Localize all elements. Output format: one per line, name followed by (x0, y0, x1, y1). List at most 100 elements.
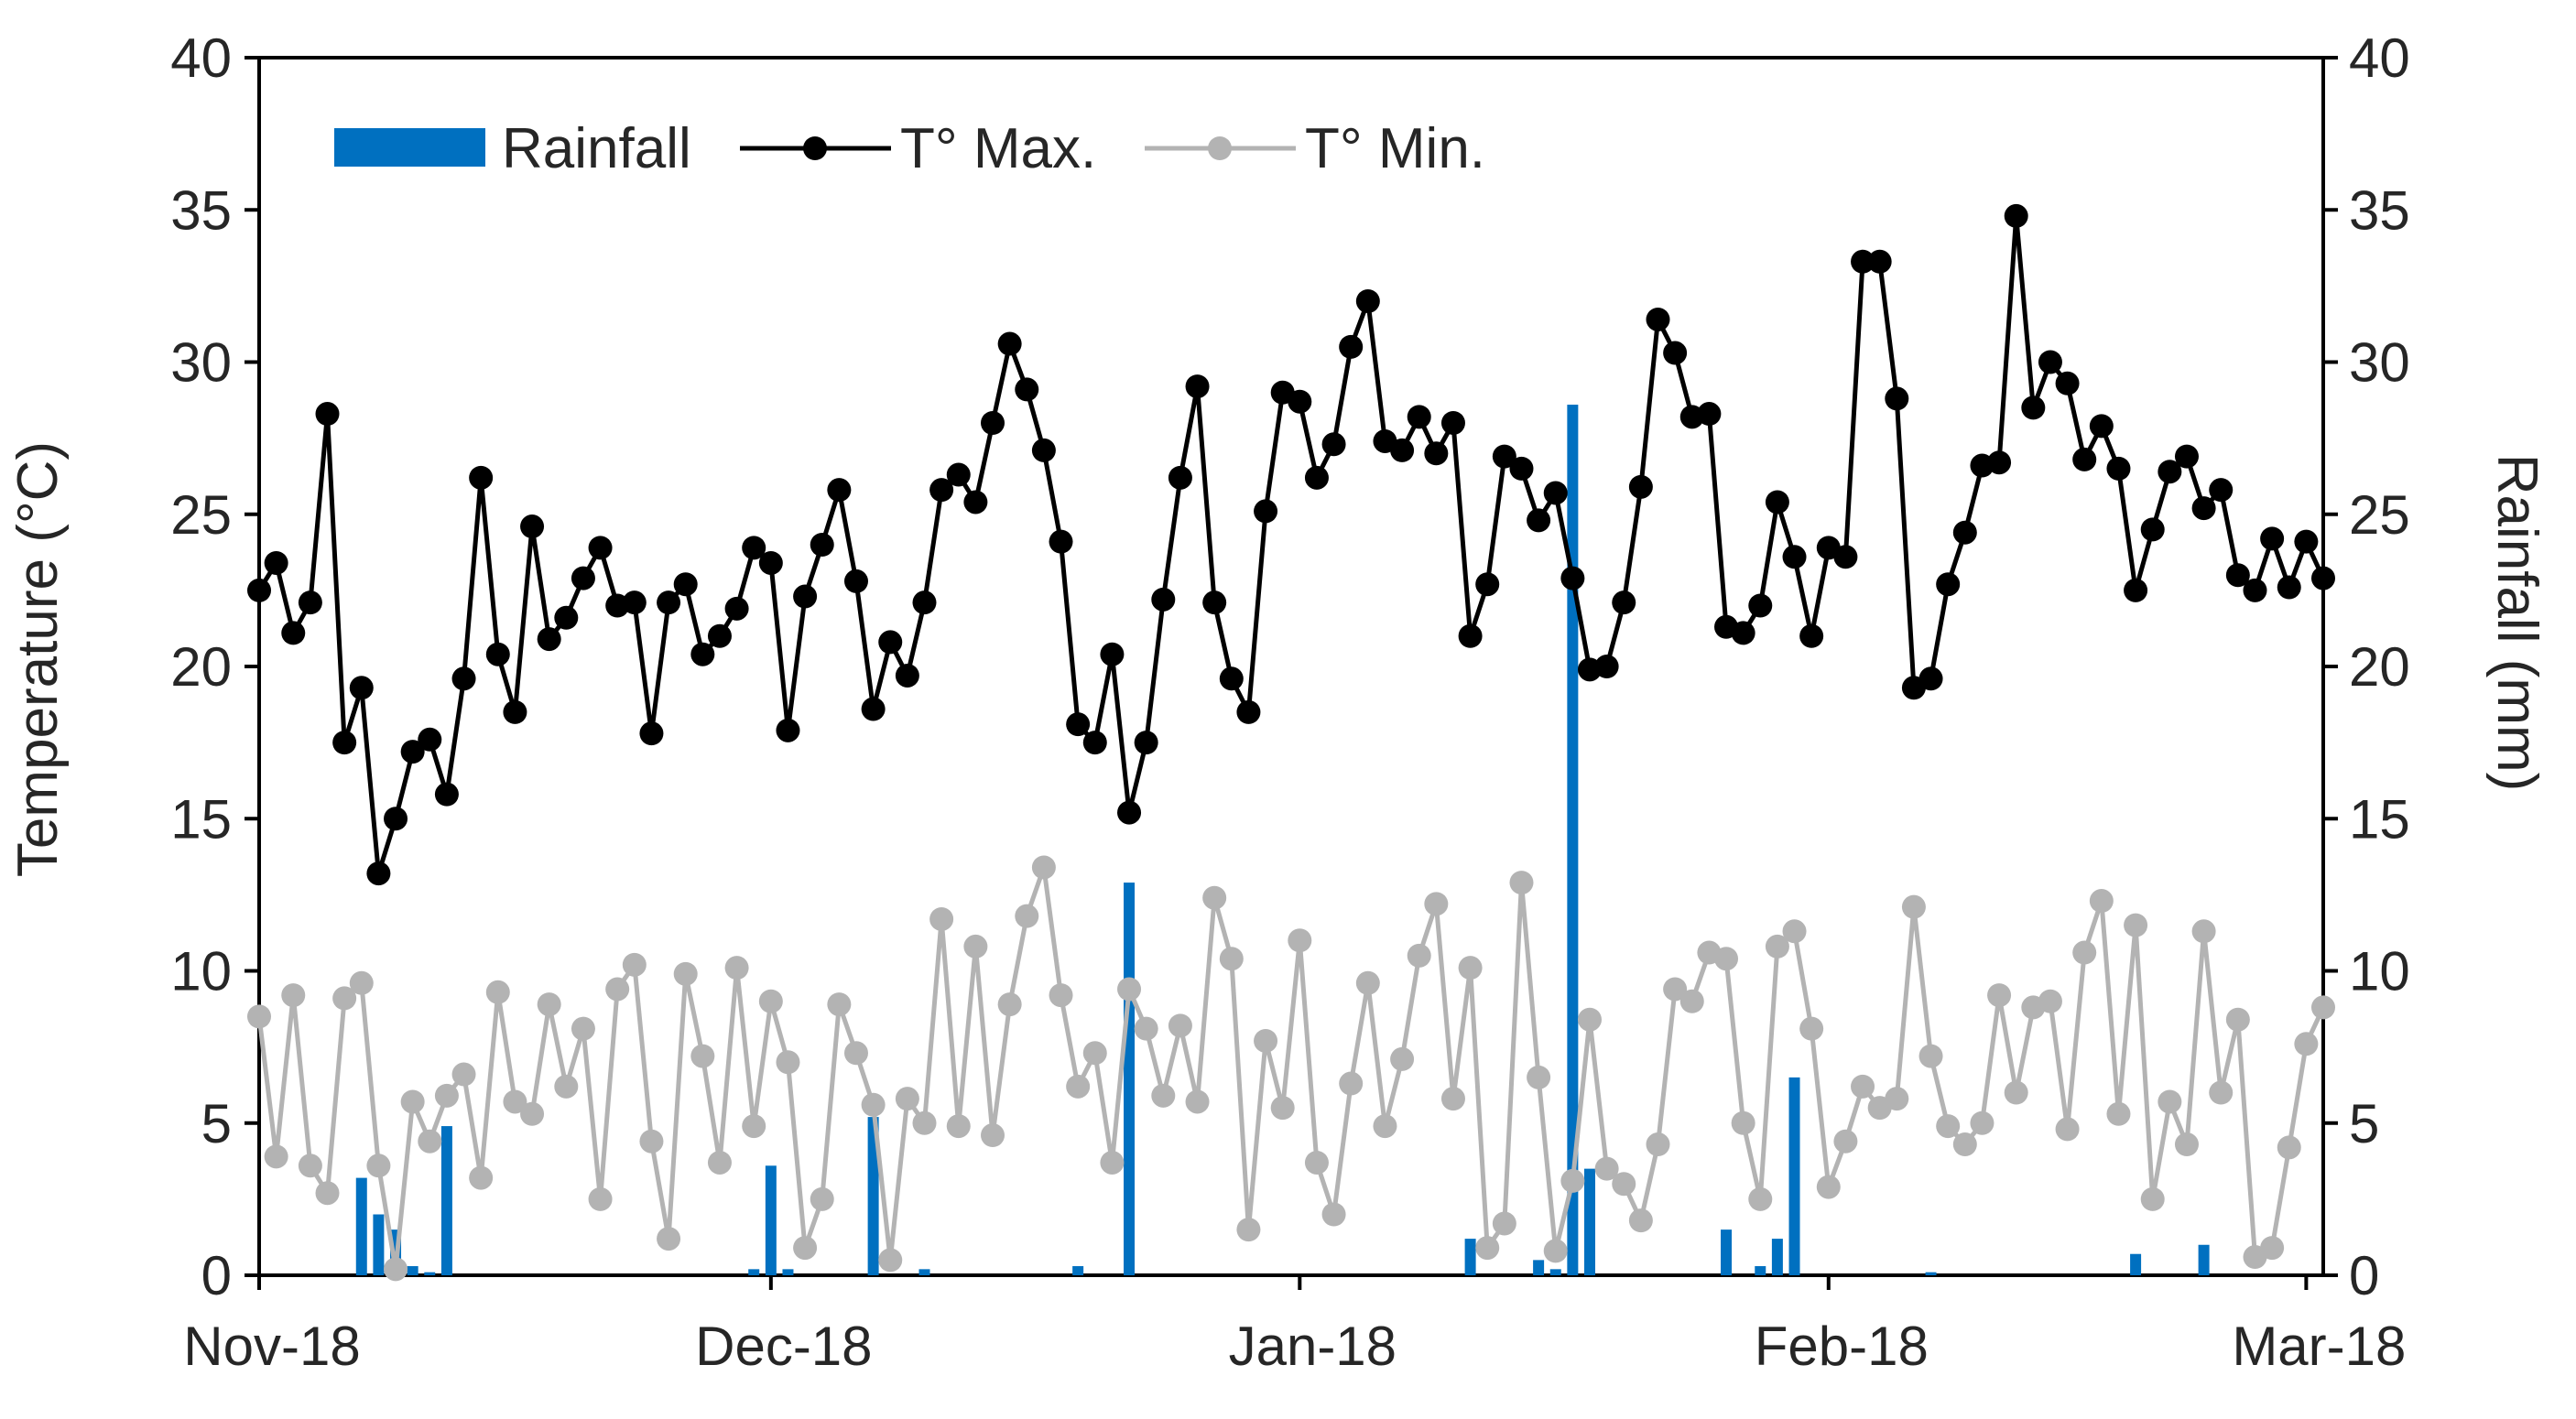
t-min-point (843, 1041, 868, 1066)
t-min-point (1952, 1132, 1977, 1157)
t-min-point (1219, 947, 1244, 971)
rainfall-bar (1755, 1266, 1766, 1275)
t-max-point (1475, 572, 1500, 597)
t-min-point (503, 1089, 527, 1114)
t-max-point (1885, 386, 1909, 411)
t-max-point (1663, 341, 1688, 365)
t-max-point (1612, 590, 1636, 615)
t-max-point (2243, 578, 2267, 602)
t-max-point (776, 718, 800, 742)
t-min-point (2277, 1135, 2301, 1160)
t-max-point (1254, 499, 1278, 524)
x-tick-label: Dec-18 (695, 1316, 872, 1377)
t-max-point (554, 605, 579, 630)
t-max-point (537, 627, 561, 652)
t-min-point (315, 1181, 340, 1206)
t-max-point (2055, 371, 2080, 395)
t-max-point (622, 590, 647, 615)
t-min-point (1373, 1114, 1397, 1139)
t-max-point (895, 663, 919, 688)
t-min-point (281, 983, 306, 1008)
t-max-point (758, 550, 783, 575)
t-max-point (1117, 800, 1142, 825)
t-min-point (1134, 1016, 1158, 1041)
legend: Rainfall T° Max. T° Min. (334, 117, 1485, 180)
t-min-point (827, 992, 852, 1017)
x-axis-ticks: Nov-18 Dec-18 Jan-18 Feb-18 Mar-18 (183, 1275, 2406, 1377)
t-max-point (912, 590, 937, 615)
t-min-point (247, 1004, 271, 1029)
t-max-point (384, 807, 408, 831)
t-min-point (1663, 977, 1688, 1002)
right-tick-label: 10 (2349, 941, 2410, 1002)
t-min-point (1885, 1087, 1909, 1111)
left-tick-label: 0 (201, 1245, 232, 1306)
t-max-point (1339, 334, 1364, 359)
t-min-point (1612, 1172, 1636, 1197)
t-max-point (1100, 642, 1125, 666)
x-tick-label: Nov-18 (183, 1316, 360, 1377)
t-max-point (588, 536, 613, 560)
t-min-point (2158, 1089, 2182, 1114)
x-tick-label: Jan-18 (1229, 1316, 1397, 1377)
t-min-point (2055, 1117, 2080, 1142)
t-min-point (554, 1074, 579, 1099)
t-min-point (1168, 1013, 1192, 1038)
t-min-point (639, 1129, 664, 1154)
legend-tmin-swatch-marker (1208, 136, 1232, 160)
t-min-point (776, 1050, 800, 1075)
left-axis-title: Temperature (°C) (6, 441, 70, 877)
t-min-point (1527, 1065, 1551, 1089)
t-min-point (349, 970, 374, 995)
t-max-point (843, 569, 868, 593)
left-tick-label: 10 (170, 941, 232, 1002)
rainfall-bar (1549, 1269, 1561, 1275)
t-max-point (1151, 587, 1176, 612)
rainfall-bar (1583, 1168, 1595, 1275)
t-max-point (1646, 307, 1670, 331)
t-max-point (298, 590, 322, 615)
t-min-point (469, 1165, 494, 1190)
t-min-point (1117, 977, 1142, 1002)
t-max-point (485, 642, 510, 666)
t-min-point (724, 956, 749, 980)
t-min-point (451, 1062, 476, 1087)
t-min-point (2140, 1186, 2165, 1211)
t-min-point (520, 1101, 545, 1126)
t-max-point (878, 630, 903, 655)
t-max-point (2089, 414, 2114, 439)
t-max-point (1185, 374, 1210, 399)
t-min-point (2038, 989, 2062, 1013)
t-min-point (1202, 885, 1227, 910)
t-max-point (2106, 456, 2131, 481)
t-min-point (298, 1154, 322, 1178)
t-min-point (2072, 940, 2097, 965)
t-max-point (315, 402, 340, 427)
t-max-point (520, 515, 545, 539)
t-max-point (1355, 289, 1380, 313)
t-min-point (1424, 892, 1449, 916)
rainfall-bar (765, 1165, 777, 1275)
t-min-point (878, 1248, 903, 1273)
t-min-point (1851, 1074, 1875, 1099)
t-min-point (1100, 1150, 1125, 1175)
t-min-point (810, 1186, 834, 1211)
t-max-point (1202, 590, 1227, 615)
left-tick-label: 5 (201, 1093, 232, 1154)
t-min-point (1304, 1150, 1329, 1175)
t-min-point (1049, 983, 1073, 1008)
t-min-point (571, 1016, 595, 1041)
left-axis-ticks: 0 5 10 15 20 25 30 35 40 (170, 27, 259, 1306)
t-max-point (1833, 545, 1858, 569)
rainfall-bar (373, 1214, 385, 1275)
t-max-point (434, 782, 459, 807)
t-max-point (2004, 203, 2028, 228)
t-max-point (1936, 572, 1961, 597)
t-min-point (1440, 1087, 1465, 1111)
t-min-point (1339, 1071, 1364, 1096)
t-min-point (946, 1114, 971, 1139)
t-min-point (1936, 1114, 1961, 1139)
t-min-point (1594, 1156, 1619, 1181)
t-max-point (1543, 481, 1568, 505)
